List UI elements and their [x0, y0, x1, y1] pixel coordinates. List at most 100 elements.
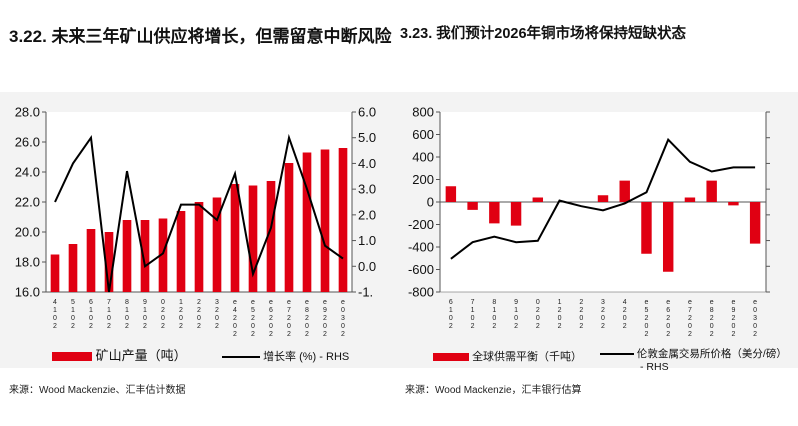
left-bar: [158, 218, 168, 292]
right-legend-bar-swatch: [433, 353, 469, 362]
left-bar: [86, 229, 96, 292]
right-bar: [489, 202, 500, 224]
right-legend-line-swatch: [600, 353, 634, 356]
left-bar: [122, 220, 132, 292]
left-ytick-label: 24.0: [15, 165, 40, 180]
right-bar: [728, 202, 739, 206]
left-legend-bar-swatch: [52, 352, 92, 362]
left-bar: [320, 149, 330, 292]
right-bar: [619, 180, 630, 202]
right-bar: [749, 202, 761, 244]
right-ytick-label: 400: [412, 150, 434, 165]
right-chart-svg: -800 -600 -400 -200 0 200 400 600 800 6 1 0 2 7 1 0 2 8 1 0…: [400, 92, 798, 368]
left-ytick-label: 20.0: [15, 225, 40, 240]
right-ytick-label: -600: [408, 262, 434, 277]
left-y2tick-label: 4.0: [358, 156, 376, 171]
right-legend-line-label: 伦敦金属交易所价格（美分/磅）: [636, 348, 787, 360]
left-bar: [50, 254, 60, 292]
left-source: 来源：Wood Mackenzie、汇丰估计数据: [9, 385, 186, 396]
left-bar: [140, 220, 150, 292]
right-source: 来源：Wood Mackenzie，汇丰银行估算: [405, 385, 582, 396]
left-line-series: [54, 133, 344, 293]
right-chart-panel: 3.23. 我们预计2026年铜市场将保持短缺状态 -800 -600 -400 -2…: [400, 0, 798, 426]
left-bar: [266, 181, 276, 292]
right-ytick-label: -400: [408, 240, 434, 255]
left-ytick-label: 28.0: [15, 105, 40, 120]
right-bar: [597, 195, 609, 202]
left-ytick-label: 22.0: [15, 195, 40, 210]
left-bar: [104, 232, 114, 292]
left-bar: [68, 244, 78, 292]
left-y2tick-label: -1.: [358, 285, 373, 300]
left-legend-line-label: 增长率 (%) - RHS: [263, 351, 350, 363]
left-y2tick-label: 1.0: [358, 233, 376, 248]
left-ytick-label: 18.0: [15, 255, 40, 270]
right-bar: [706, 180, 717, 202]
left-y2tick-label: 0.0: [358, 259, 376, 274]
right-legend-line: 伦敦金属交易所价格（美分/磅） - RHS: [600, 348, 787, 374]
right-ytick-label: 0: [427, 195, 434, 210]
right-ytick-label: 800: [412, 105, 434, 120]
right-line-series: [450, 137, 756, 260]
left-bar: [230, 184, 240, 292]
left-bar: [194, 202, 204, 292]
left-bar: [284, 163, 294, 292]
right-ytick-label: -800: [408, 285, 434, 300]
left-chart-panel: 3.22. 未来三年矿山供应将增长，但需留意中断风险 16.0 18.0 20.0 2…: [0, 27, 400, 396]
left-bar: [176, 211, 186, 292]
right-legend-bar-label: 全球供需平衡（千吨）: [472, 351, 583, 363]
right-bar: [467, 202, 478, 210]
left-chart-title: 3.22. 未来三年矿山供应将增长，但需留意中断风险: [9, 27, 392, 46]
left-y2tick-label: 3.0: [358, 182, 376, 197]
right-legend-bar: 全球供需平衡（千吨）: [433, 348, 582, 364]
left-ytick-label: 26.0: [15, 135, 40, 150]
right-bar: [662, 202, 674, 272]
left-bar: [302, 152, 312, 292]
left-legend-line-swatch: [222, 356, 260, 359]
left-legend-line: 增长率 (%) - RHS: [222, 348, 349, 364]
right-bar: [684, 197, 696, 202]
right-legend-line-rhs: - RHS: [640, 361, 669, 373]
right-bar: [641, 202, 652, 254]
right-ytick-label: 600: [412, 127, 434, 142]
right-bar: [532, 197, 544, 202]
left-bar: [338, 148, 348, 292]
left-y2tick-label: 5.0: [358, 130, 376, 145]
left-ytick-label: 16.0: [15, 285, 40, 300]
left-y2tick-label: 6.0: [358, 105, 376, 120]
left-legend-bar: 矿山产量（吨）: [52, 345, 187, 364]
left-y2tick-label: 2.0: [358, 207, 376, 222]
left-bar: [248, 185, 258, 292]
right-ytick-label: 200: [412, 172, 434, 187]
